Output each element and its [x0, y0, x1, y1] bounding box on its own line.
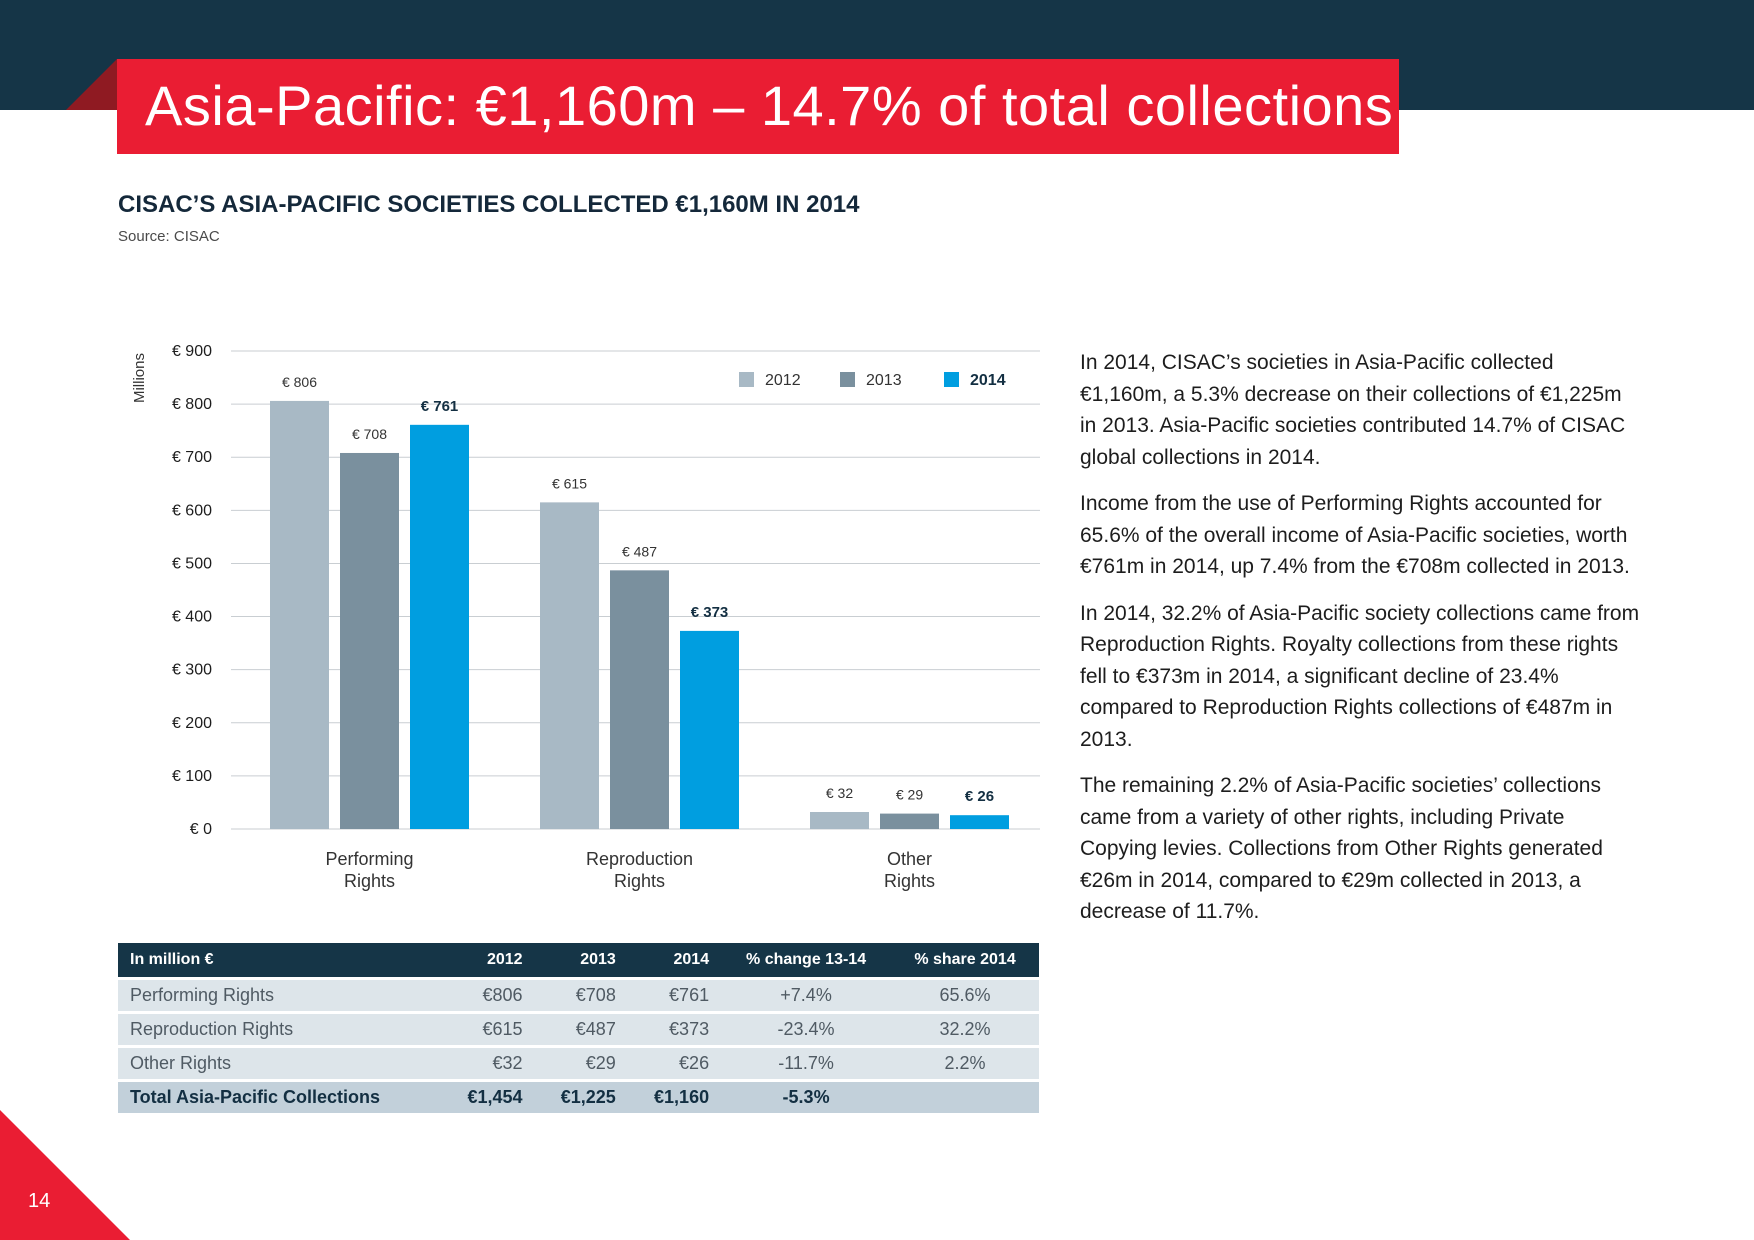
table-cell: Other Rights	[118, 1048, 442, 1079]
table-header-cell: In million €	[118, 943, 442, 977]
bar-2012	[540, 502, 599, 829]
body-paragraph: In 2014, 32.2% of Asia-Pacific society c…	[1080, 601, 1640, 751]
y-tick-label: € 500	[172, 555, 212, 572]
legend-label: 2013	[866, 372, 902, 389]
table-cell: 65.6%	[891, 980, 1039, 1011]
table-row: Reproduction Rights €615 €487 €373 -23.4…	[118, 1014, 1039, 1045]
legend-label: 2014	[970, 372, 1006, 389]
y-tick-label: € 700	[172, 449, 212, 466]
data-label: € 708	[352, 426, 387, 442]
legend-swatch	[739, 372, 754, 387]
chart-heading: CISAC’S ASIA-PACIFIC SOCIETIES COLLECTED…	[118, 191, 860, 218]
data-label: € 761	[421, 398, 459, 415]
table-cell: €1,160	[627, 1082, 722, 1113]
table-header-row: In million € 2012 2013 2014 % change 13-…	[118, 943, 1039, 977]
table-cell: €26	[627, 1048, 722, 1079]
table-cell: €1,454	[441, 1082, 535, 1113]
data-label: € 487	[622, 543, 657, 559]
body-paragraph: Income from the use of Performing Rights…	[1080, 492, 1630, 578]
x-tick-label: Performing	[325, 849, 413, 869]
data-label: € 373	[691, 604, 729, 621]
table-header-cell: 2013	[534, 943, 628, 977]
table-cell: Performing Rights	[118, 980, 442, 1011]
body-paragraph: The remaining 2.2% of Asia-Pacific socie…	[1080, 774, 1603, 923]
table-cell: -11.7%	[721, 1048, 892, 1079]
table-cell: -5.3%	[721, 1082, 892, 1113]
table-cell: €487	[534, 1014, 628, 1045]
y-tick-label: € 900	[172, 343, 212, 360]
data-label: € 615	[552, 475, 587, 491]
table-cell: +7.4%	[721, 980, 892, 1011]
table-cell: €708	[534, 980, 628, 1011]
chart-source: Source: CISAC	[118, 228, 220, 245]
table-row: Other Rights €32 €29 €26 -11.7% 2.2%	[118, 1048, 1039, 1079]
table-total-row: Total Asia-Pacific Collections €1,454 €1…	[118, 1082, 1039, 1113]
data-label: € 806	[282, 374, 317, 390]
bar-2013	[610, 570, 669, 829]
body-paragraph: In 2014, CISAC’s societies in Asia-Pacif…	[1080, 351, 1626, 469]
x-tick-label: Reproduction	[586, 849, 693, 869]
table-cell	[891, 1082, 1039, 1113]
data-label: € 32	[826, 785, 853, 801]
table-cell: 32.2%	[891, 1014, 1039, 1045]
bar-2014	[680, 630, 739, 829]
table-cell: -23.4%	[721, 1014, 892, 1045]
x-tick-label: Other	[887, 849, 932, 869]
y-axis-title: Millions	[131, 353, 148, 403]
bar-chart: € 0 € 100 € 200 € 300 € 400 € 500 € 600 € 700 € …	[131, 343, 1040, 891]
page-title: Asia-Pacific: €1,160m – 14.7% of total c…	[145, 74, 1394, 137]
bar-2014	[410, 424, 469, 829]
table-row: Performing Rights €806 €708 €761 +7.4% 6…	[118, 980, 1039, 1011]
table-header-cell: % change 13-14	[721, 943, 892, 977]
table-cell: Total Asia-Pacific Collections	[118, 1082, 442, 1113]
table-cell: €615	[441, 1014, 535, 1045]
page-number: 14	[28, 1190, 51, 1212]
x-tick-label: Rights	[344, 871, 395, 891]
x-tick-label: Rights	[614, 871, 665, 891]
legend-swatch	[840, 372, 855, 387]
data-label: € 29	[896, 787, 923, 803]
y-tick-label: € 400	[172, 609, 212, 626]
legend-swatch	[944, 372, 959, 387]
table-header-cell: 2012	[441, 943, 535, 977]
y-tick-label: € 600	[172, 502, 212, 519]
table-cell: €32	[441, 1048, 535, 1079]
table-cell: €806	[441, 980, 535, 1011]
bar-2013	[880, 813, 939, 829]
table-cell: 2.2%	[891, 1048, 1039, 1079]
y-tick-label: € 100	[172, 768, 212, 785]
collections-table: In million € 2012 2013 2014 % change 13-…	[118, 940, 1039, 1116]
bar-2012	[270, 400, 329, 829]
title-banner: Asia-Pacific: €1,160m – 14.7% of total c…	[117, 59, 1399, 154]
y-tick-label: € 200	[172, 715, 212, 732]
y-tick-label: € 0	[190, 821, 212, 838]
table-header-cell: 2014	[627, 943, 722, 977]
bar-2014	[950, 815, 1009, 829]
y-tick-label: € 300	[172, 662, 212, 679]
corner-decoration	[0, 1110, 130, 1240]
legend-label: 2012	[765, 372, 801, 389]
table-header-cell: % share 2014	[891, 943, 1039, 977]
table-cell: €373	[627, 1014, 722, 1045]
bar-2013	[340, 452, 399, 829]
title-fold-decoration	[66, 59, 117, 110]
table-cell: €29	[534, 1048, 628, 1079]
data-label: € 26	[965, 788, 994, 805]
table-cell: €761	[627, 980, 722, 1011]
body-text: In 2014, CISAC’s societies in Asia-Pacif…	[1080, 347, 1640, 943]
table-cell: €1,225	[534, 1082, 628, 1113]
table-cell: Reproduction Rights	[118, 1014, 442, 1045]
y-tick-label: € 800	[172, 396, 212, 413]
x-tick-label: Rights	[884, 871, 935, 891]
bar-2012	[810, 812, 869, 829]
